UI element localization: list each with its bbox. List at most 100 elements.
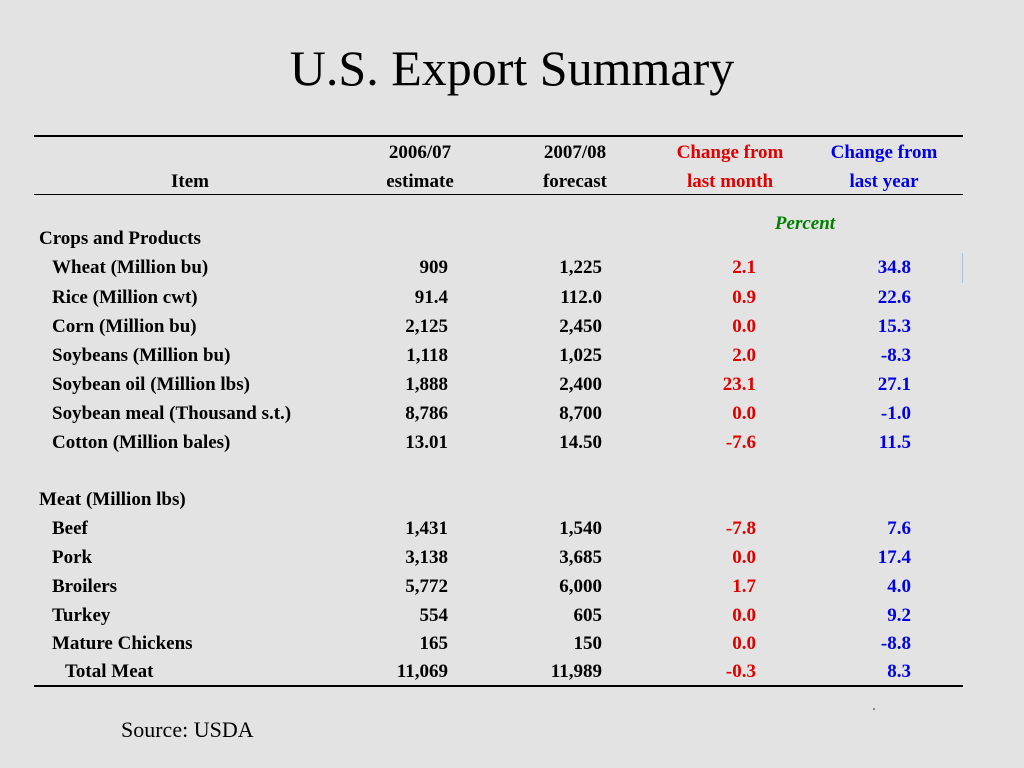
row-forecast-value: 2,400 [559, 374, 602, 395]
row-item-label: Mature Chickens [52, 633, 193, 654]
row-forecast-value: 605 [573, 605, 603, 626]
header-forecast-line2: forecast [542, 171, 607, 192]
table-row: Cotton (Million bales) 13.01 14.50 -7.6 11.5 [0, 430, 1024, 456]
table-row: Soybean meal (Thousand s.t.) 8,786 8,700 0.… [0, 401, 1024, 427]
table-row: Soybean oil (Million lbs) 1,888 2,400 23.1 2… [0, 372, 1024, 398]
header-item-label: Item [171, 171, 209, 192]
row-estimate-value: 165 [419, 633, 449, 654]
row-change-month-value: -7.6 [725, 432, 756, 453]
header-estimate-line2: estimate [386, 171, 454, 192]
row-forecast-value: 2,450 [559, 316, 602, 337]
table-row: Rice (Million cwt) 91.4 112.0 0.9 22.6 [0, 285, 1024, 311]
row-estimate-value: 554 [419, 605, 449, 626]
slide-title: U.S. Export Summary [289, 40, 735, 96]
section-title-meat: Meat (Million lbs) [39, 489, 186, 510]
row-change-month-value: 1.7 [732, 576, 756, 597]
row-forecast-value: 11,989 [550, 661, 602, 682]
row-change-year-value: -1.0 [880, 403, 911, 424]
row-forecast-value: 112.0 [560, 287, 602, 308]
table-top-rule [34, 135, 963, 137]
header-change-month-line1: Change from [676, 142, 784, 163]
header-change-year-line1: Change from [830, 142, 938, 163]
row-change-month-value: 23.1 [722, 374, 756, 395]
row-forecast-value: 6,000 [559, 576, 602, 597]
header-change-month-line2: last month [686, 171, 774, 192]
row-change-year-value: 11.5 [878, 432, 911, 453]
row-change-month-value: -0.3 [725, 661, 756, 682]
row-change-month-value: 0.0 [732, 403, 756, 424]
row-change-month-value: 2.0 [732, 345, 756, 366]
edge-marker [962, 253, 963, 283]
row-change-year-value: -8.8 [880, 633, 911, 654]
section-title-crops: Crops and Products [39, 228, 201, 249]
row-item-label: Soybeans (Million bu) [52, 345, 231, 366]
row-forecast-value: 1,540 [559, 518, 602, 539]
row-change-year-value: 7.6 [887, 518, 911, 539]
row-estimate-value: 91.4 [414, 287, 448, 308]
row-estimate-value: 909 [419, 257, 449, 278]
table-row: Broilers 5,772 6,000 1.7 4.0 [0, 574, 1024, 600]
row-estimate-value: 1,118 [406, 345, 448, 366]
table-row: Turkey 554 605 0.0 9.2 [0, 603, 1024, 629]
row-change-year-value: 27.1 [877, 374, 911, 395]
row-change-month-value: -7.8 [725, 518, 756, 539]
row-change-month-value: 0.9 [732, 287, 756, 308]
row-estimate-value: 11,069 [396, 661, 448, 682]
row-change-month-value: 0.0 [732, 316, 756, 337]
header-estimate: 2006/07 estimate [355, 138, 485, 196]
row-item-label: Total Meat [65, 661, 154, 682]
row-item-label: Soybean meal (Thousand s.t.) [52, 403, 292, 424]
header-change-year: Change from last year [809, 138, 959, 196]
header-forecast-line1: 2007/08 [543, 142, 607, 163]
row-forecast-value: 1,025 [559, 345, 602, 366]
row-change-year-value: 4.0 [887, 576, 911, 597]
header-forecast: 2007/08 forecast [510, 138, 640, 196]
row-estimate-value: 1,431 [405, 518, 448, 539]
row-estimate-value: 13.01 [405, 432, 448, 453]
row-change-year-value: 8.3 [887, 661, 911, 682]
row-forecast-value: 1,225 [559, 257, 602, 278]
row-change-month-value: 0.0 [732, 633, 756, 654]
row-forecast-value: 150 [573, 633, 603, 654]
row-change-year-value: 15.3 [877, 316, 911, 337]
row-forecast-value: 8,700 [559, 403, 602, 424]
row-estimate-value: 8,786 [405, 403, 448, 424]
header-change-month: Change from last month [655, 138, 805, 196]
table-row: Beef 1,431 1,540 -7.8 7.6 [0, 516, 1024, 542]
row-item-label: Cotton (Million bales) [52, 432, 231, 453]
header-bottom-rule [34, 194, 963, 195]
row-item-label: Soybean oil (Million lbs) [52, 374, 250, 395]
table-row: Mature Chickens 165 150 0.0 -8.8 [0, 631, 1024, 657]
table-row: Pork 3,138 3,685 0.0 17.4 [0, 545, 1024, 571]
row-change-year-value: -8.3 [880, 345, 911, 366]
table-row: Total Meat 11,069 11,989 -0.3 8.3 [0, 659, 1024, 685]
row-item-label: Corn (Million bu) [52, 316, 197, 337]
row-forecast-value: 14.50 [559, 432, 602, 453]
row-change-month-value: 2.1 [732, 257, 756, 278]
table-row: Soybeans (Million bu) 1,118 1,025 2.0 -8.3 [0, 343, 1024, 369]
stray-dot [873, 708, 875, 710]
percent-label: Percent [774, 213, 836, 234]
table-row: Corn (Million bu) 2,125 2,450 0.0 15.3 [0, 314, 1024, 340]
row-item-label: Beef [52, 518, 88, 539]
row-item-label: Rice (Million cwt) [52, 287, 198, 308]
row-estimate-value: 5,772 [405, 576, 448, 597]
row-change-year-value: 34.8 [877, 257, 911, 278]
row-item-label: Broilers [52, 576, 118, 597]
row-change-year-value: 22.6 [877, 287, 911, 308]
row-change-year-value: 9.2 [887, 605, 911, 626]
header-estimate-line1: 2006/07 [388, 142, 452, 163]
row-item-label: Turkey [52, 605, 111, 626]
row-item-label: Wheat (Million bu) [52, 257, 209, 278]
row-estimate-value: 2,125 [405, 316, 448, 337]
header-change-year-line2: last year [849, 171, 919, 192]
row-item-label: Pork [52, 547, 93, 568]
row-estimate-value: 3,138 [405, 547, 448, 568]
table-bottom-rule [34, 685, 963, 687]
row-change-year-value: 17.4 [877, 547, 911, 568]
source-note: Source: USDA [121, 717, 254, 742]
header-item: Item [140, 167, 240, 196]
table-row: Wheat (Million bu) 909 1,225 2.1 34.8 [0, 255, 1024, 281]
row-change-month-value: 0.0 [732, 547, 756, 568]
row-estimate-value: 1,888 [405, 374, 448, 395]
